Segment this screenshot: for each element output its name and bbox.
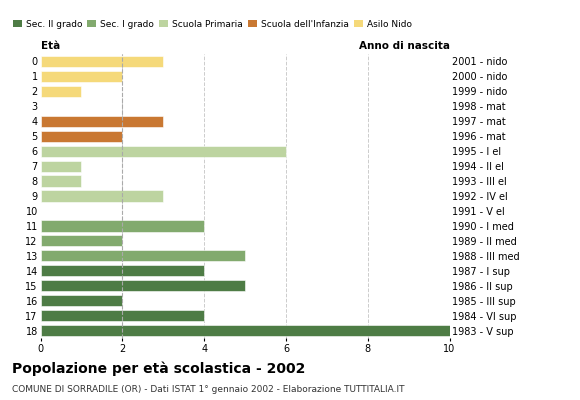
Text: Popolazione per età scolastica - 2002: Popolazione per età scolastica - 2002: [12, 362, 305, 376]
Bar: [41, 116, 164, 127]
Bar: [41, 280, 245, 291]
Bar: [41, 160, 81, 172]
Bar: [41, 56, 164, 67]
Bar: [41, 220, 204, 232]
Bar: [41, 325, 450, 336]
Text: Anno di nascita: Anno di nascita: [358, 41, 450, 51]
Text: Età: Età: [41, 41, 60, 51]
Bar: [41, 295, 122, 306]
Bar: [41, 176, 81, 187]
Bar: [41, 86, 81, 97]
Bar: [41, 71, 122, 82]
Bar: [41, 265, 204, 276]
Bar: [41, 190, 164, 202]
Bar: [41, 310, 204, 321]
Bar: [41, 235, 122, 246]
Text: COMUNE DI SORRADILE (OR) - Dati ISTAT 1° gennaio 2002 - Elaborazione TUTTITALIA.: COMUNE DI SORRADILE (OR) - Dati ISTAT 1°…: [12, 385, 404, 394]
Bar: [41, 131, 122, 142]
Bar: [41, 250, 245, 261]
Legend: Sec. II grado, Sec. I grado, Scuola Primaria, Scuola dell'Infanzia, Asilo Nido: Sec. II grado, Sec. I grado, Scuola Prim…: [9, 16, 415, 32]
Bar: [41, 146, 286, 157]
